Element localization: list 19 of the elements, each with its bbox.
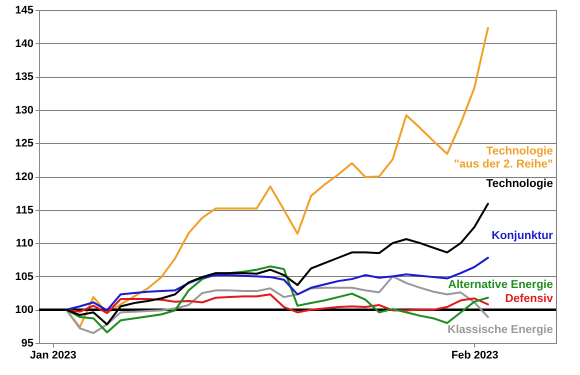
series-label: Alternative Energie — [448, 279, 553, 291]
y-tick-label: 145 — [15, 4, 34, 16]
y-tick-label: 120 — [15, 171, 34, 183]
y-tick-label: 130 — [15, 104, 34, 116]
series-label: Technologie — [486, 178, 553, 190]
series-label: Defensiv — [505, 293, 554, 305]
y-tick-label: 95 — [21, 338, 34, 350]
y-tick-label: 100 — [15, 304, 34, 316]
y-tick-label: 125 — [15, 138, 34, 150]
series-label: Technologie "aus der 2. Reihe" — [454, 146, 553, 170]
x-tick-label: Jan 2023 — [30, 350, 76, 362]
y-tick-label: 110 — [16, 238, 34, 250]
series-label: Konjunktur — [492, 230, 554, 242]
series-label: Klassische Energie — [448, 324, 553, 336]
y-tick-label: 105 — [15, 270, 34, 283]
x-tick-label: Feb 2023 — [451, 350, 498, 362]
y-tick-label: 140 — [15, 38, 34, 50]
y-tick-label: 135 — [15, 71, 34, 84]
y-tick-label: 115 — [16, 204, 34, 216]
